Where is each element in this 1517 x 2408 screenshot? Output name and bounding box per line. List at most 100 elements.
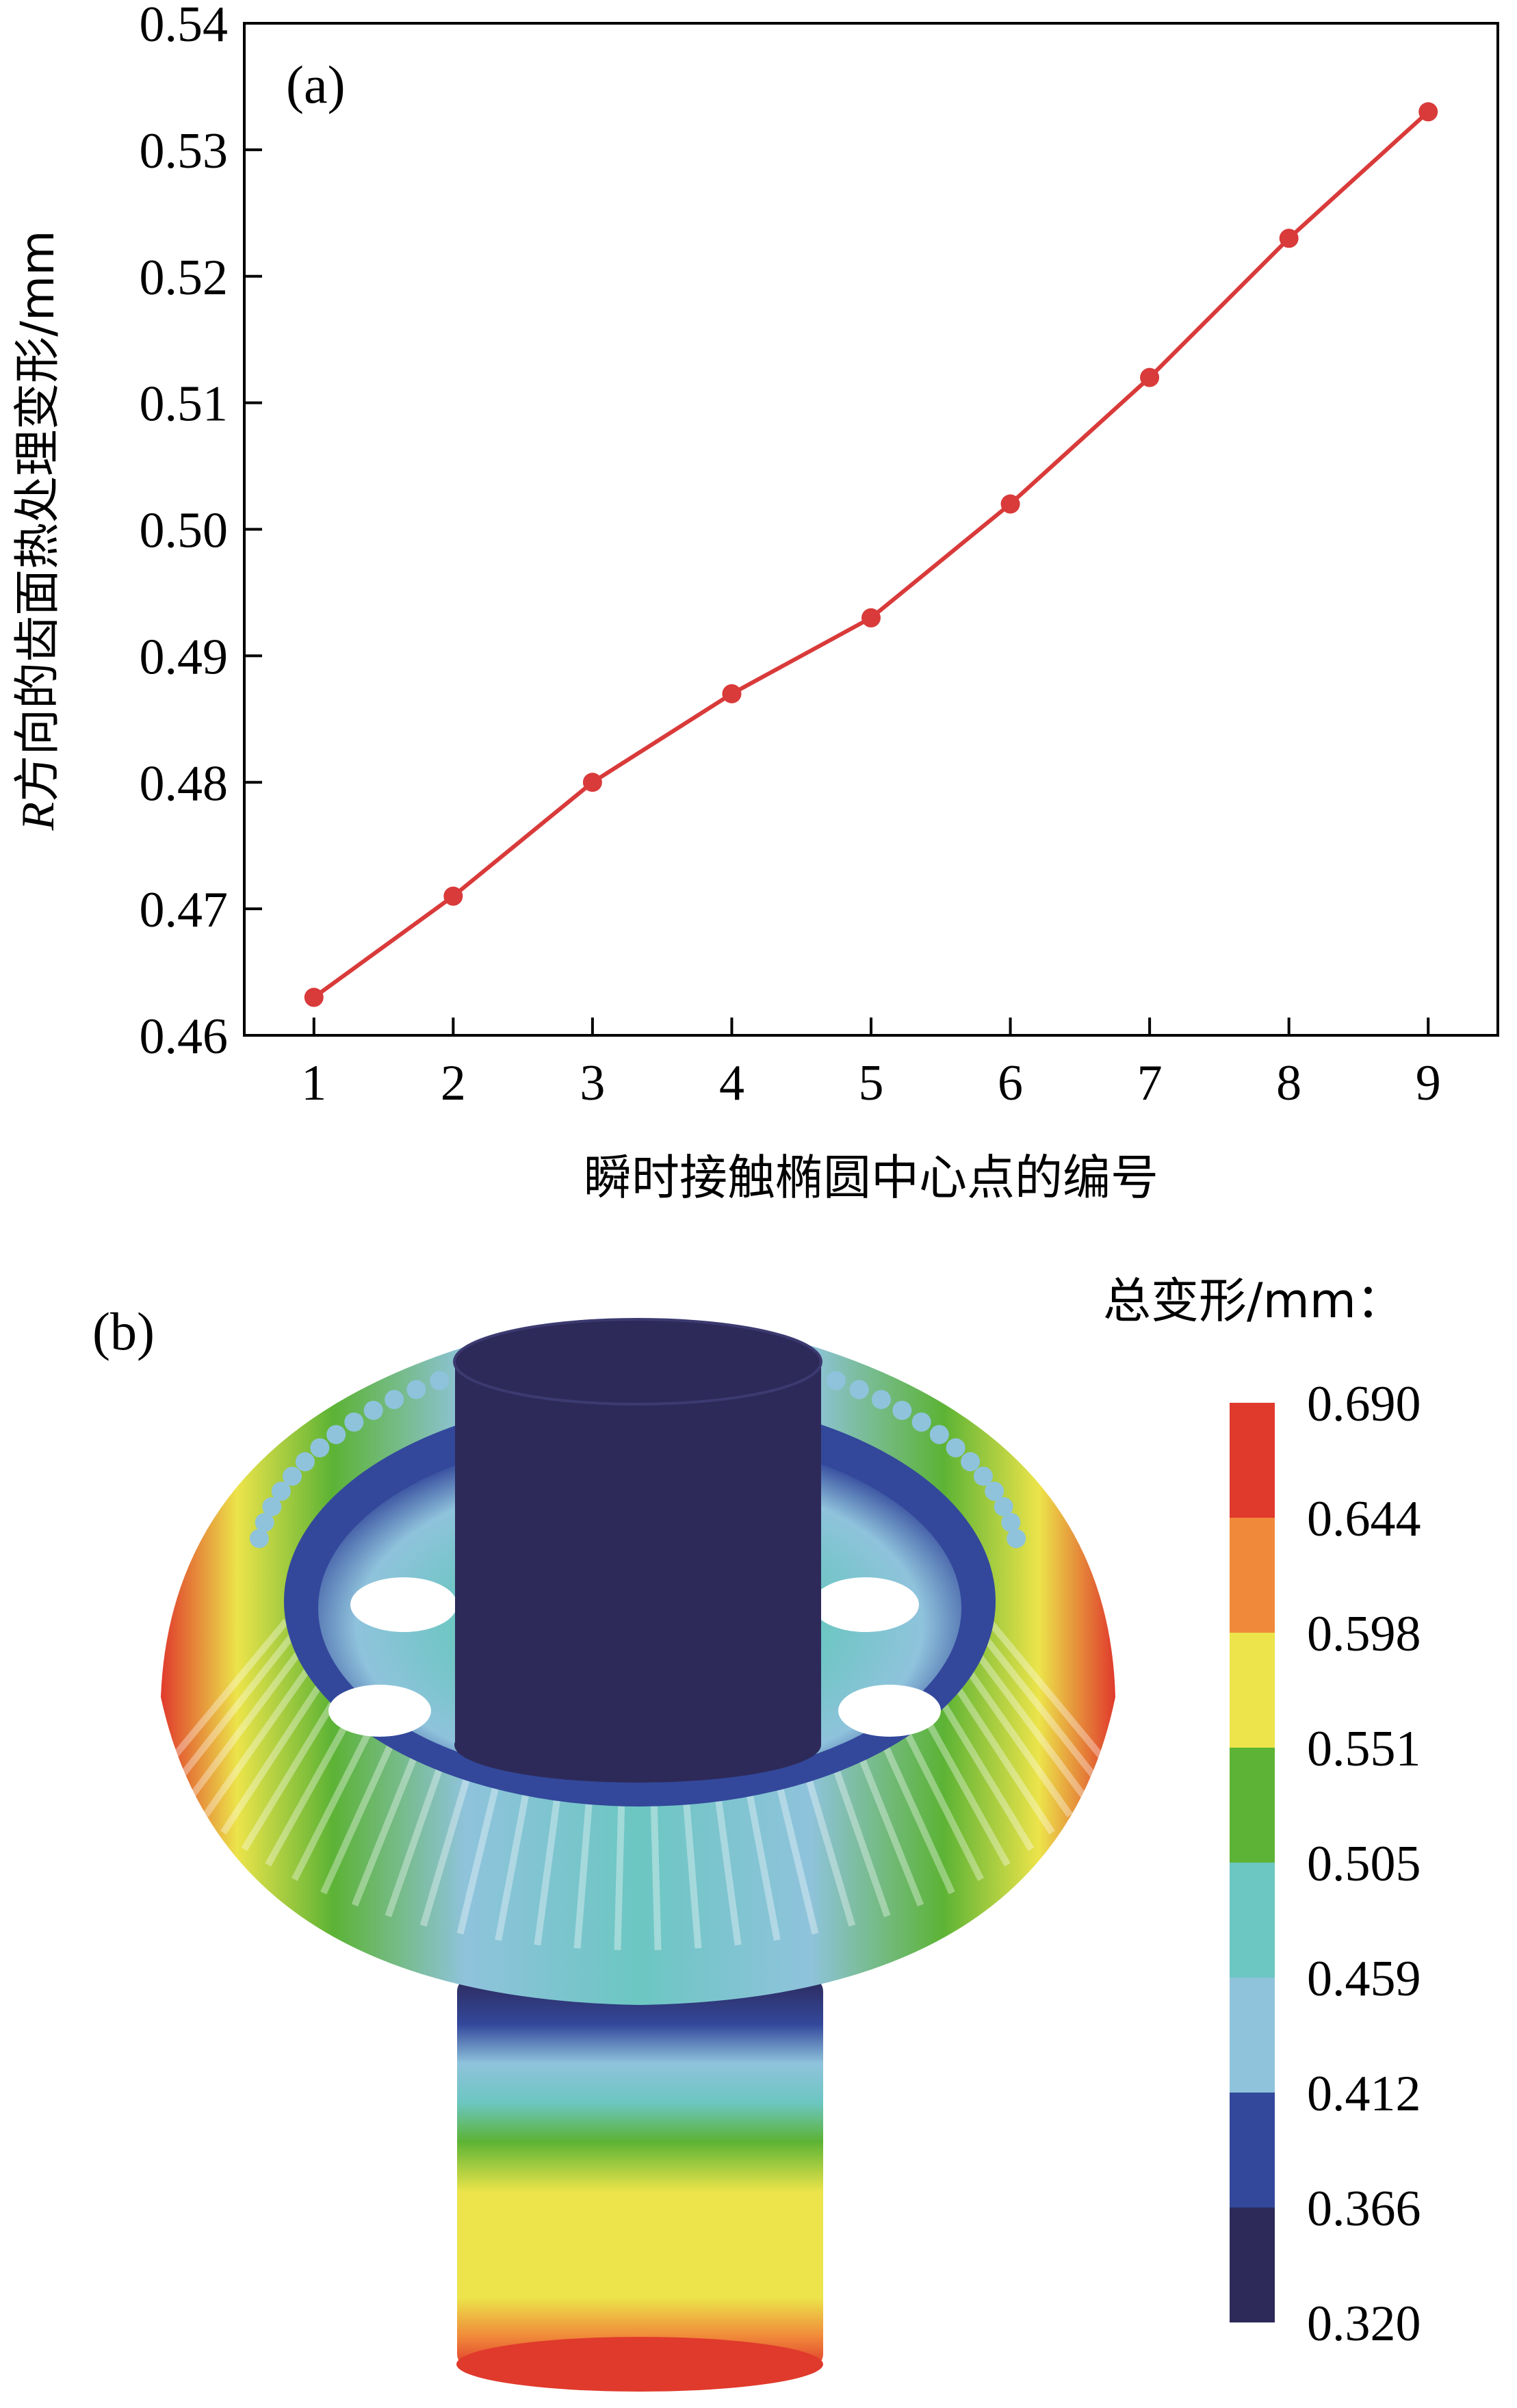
- gear-tooth: [168, 1618, 289, 1762]
- gear-tooth: [385, 1390, 404, 1410]
- gear-tooth: [960, 1661, 1073, 1817]
- data-point: [1418, 102, 1438, 122]
- data-point: [582, 773, 602, 792]
- gear-tooth: [344, 1412, 364, 1432]
- colorbar-label: 0.320: [1307, 2296, 1421, 2352]
- colorbar-segment: [1230, 1978, 1275, 2093]
- x-tick-label: 5: [859, 1055, 884, 1111]
- x-tick-label: 7: [1137, 1055, 1163, 1111]
- data-point: [1000, 494, 1020, 514]
- gear-tooth: [351, 1730, 428, 1907]
- gear-tooth: [961, 1452, 981, 1472]
- y-tick-label: 0.46: [140, 1009, 229, 1065]
- colorbar-label: 0.412: [1307, 2066, 1421, 2122]
- colorbar-label: 0.551: [1307, 1721, 1421, 1777]
- data-point: [722, 684, 742, 703]
- y-tick-label: 0.48: [140, 755, 229, 812]
- x-axis-ticks: 1 2 3 4 5 6 7 8 9: [301, 1018, 1441, 1111]
- colorbar-segment: [1230, 1403, 1275, 1518]
- y-tick-label: 0.54: [140, 0, 229, 53]
- gear-tooth: [177, 1633, 296, 1781]
- y-axis-label-text: 方向的齿面热处理变形/mm: [11, 231, 65, 802]
- gear-tooth: [262, 1497, 282, 1516]
- gear-tooth: [249, 1529, 269, 1549]
- gear-tooth: [973, 1466, 993, 1486]
- legend-title: 总变形/mm：: [1103, 1273, 1404, 1329]
- y-axis-label: R方向的齿面热处理变形/mm: [11, 231, 65, 831]
- data-point: [304, 987, 324, 1007]
- gear-tooth: [985, 1481, 1004, 1501]
- x-tick-label: 2: [441, 1055, 466, 1111]
- hub-top: [453, 1318, 822, 1406]
- gear-tooth: [203, 1661, 315, 1817]
- gear-tooth: [994, 1497, 1013, 1516]
- y-tick-label: 0.49: [140, 629, 229, 685]
- colorbar-segment: [1230, 1633, 1275, 1748]
- gear-tooth: [430, 1371, 450, 1390]
- gear-tooth: [893, 1710, 985, 1881]
- x-tick-label: 9: [1416, 1055, 1441, 1111]
- colorbar-label: 0.459: [1307, 1951, 1421, 2007]
- data-point: [861, 608, 881, 627]
- data-point: [1279, 229, 1299, 248]
- gear-tooth: [1001, 1512, 1021, 1532]
- colorbar: 0.690 0.644 0.598 0.551 0.505 0.459 0.412 0.366…: [1230, 1376, 1421, 2352]
- y-tick-label: 0.51: [140, 376, 229, 432]
- data-point: [1140, 367, 1160, 387]
- gear-tooth: [271, 1481, 291, 1501]
- x-axis-label: 瞬时接触椭圆中心点的编号: [584, 1150, 1158, 1206]
- bolt-hole: [838, 1685, 941, 1737]
- gear-tooth: [295, 1452, 315, 1472]
- gear-tooth: [946, 1438, 965, 1458]
- gear-tooth: [255, 1512, 274, 1532]
- colorbar-label: 0.505: [1307, 1836, 1421, 1892]
- gear-tooth: [220, 1674, 328, 1835]
- series-group: [304, 102, 1438, 1007]
- gear-tooth: [931, 1687, 1035, 1851]
- x-tick-label: 3: [580, 1055, 605, 1111]
- gear-tooth: [1007, 1529, 1026, 1549]
- gear-tooth: [826, 1371, 846, 1390]
- colorbar-segment: [1230, 1748, 1275, 1863]
- y-axis-label-italic: R: [12, 802, 64, 831]
- panel-b-label: (b): [92, 1302, 155, 1361]
- colorbar-segment: [1230, 2093, 1275, 2208]
- data-point: [443, 886, 463, 906]
- x-tick-label: 8: [1276, 1055, 1301, 1111]
- gear-tooth: [363, 1401, 383, 1421]
- x-tick-label: 4: [719, 1055, 744, 1111]
- y-tick-label: 0.47: [140, 882, 229, 938]
- gear-tooth: [892, 1401, 912, 1421]
- gear-tooth: [326, 1425, 346, 1445]
- plot-frame: [243, 22, 1499, 1037]
- gear-tooth: [871, 1720, 955, 1895]
- lower-shaft-end: [456, 2337, 823, 2392]
- bolt-hole: [350, 1577, 457, 1632]
- bolt-hole: [812, 1577, 919, 1632]
- gear-deformation-render: [161, 1318, 1115, 2392]
- y-tick-label: 0.53: [140, 123, 229, 179]
- bolt-hole: [328, 1685, 431, 1737]
- colorbar-label: 0.598: [1307, 1606, 1421, 1662]
- y-tick-label: 0.52: [140, 250, 229, 306]
- y-axis-ticks: 0.46 0.47 0.48 0.49 0.50 0.51 0.52 0.53 0.54: [140, 0, 262, 1065]
- gear-tooth: [406, 1380, 426, 1399]
- hub-base: [454, 1707, 821, 1783]
- gear-tooth: [187, 1647, 304, 1800]
- colorbar-segment: [1230, 2208, 1275, 2322]
- y-tick-label: 0.50: [140, 503, 229, 559]
- gear-tooth: [980, 1633, 1099, 1781]
- gear-tooth: [947, 1674, 1055, 1835]
- x-tick-label: 1: [301, 1055, 326, 1111]
- gear-tooth: [929, 1425, 949, 1445]
- gear-tooth: [972, 1647, 1088, 1800]
- gear-tooth: [849, 1380, 869, 1399]
- series-line: [313, 110, 1430, 999]
- gear-tooth: [283, 1466, 302, 1486]
- x-tick-label: 6: [998, 1055, 1023, 1111]
- gear-tooth: [911, 1412, 931, 1432]
- colorbar-label: 0.690: [1307, 1376, 1421, 1432]
- gear-tooth: [986, 1618, 1107, 1762]
- gear-tooth: [310, 1438, 330, 1458]
